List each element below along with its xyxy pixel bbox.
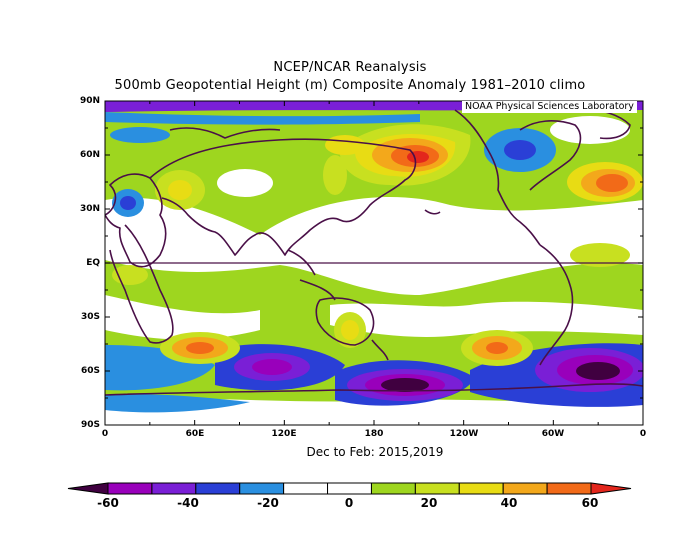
- colorbar-swatch: [195, 482, 241, 495]
- lat-label-30n: 30N: [79, 204, 100, 214]
- colorbar-arrow-high: [590, 482, 632, 495]
- lat-label-60s: 60S: [80, 366, 100, 376]
- chart-subtitle: 500mb Geopotential Height (m) Composite …: [114, 78, 586, 93]
- lon-label-180: 180: [364, 429, 384, 439]
- colorbar-swatch: [283, 482, 329, 495]
- anomaly-field: [105, 101, 643, 425]
- lat-label-90n: 90N: [79, 96, 100, 106]
- colorbar-label-40: 40: [500, 496, 518, 510]
- colorbar-arrow-low: [67, 482, 109, 495]
- colorbar-label-60: 60: [581, 496, 599, 510]
- lat-label-30s: 30S: [80, 312, 100, 322]
- colorbar-swatch: [502, 482, 548, 495]
- colorbar-swatch: [239, 482, 285, 495]
- period-label: Dec to Feb: 2015,2019: [306, 445, 444, 459]
- colorbar-swatch: [546, 482, 592, 495]
- credit-label: NOAA Physical Sciences Laboratory: [462, 101, 637, 113]
- coastlines: [105, 108, 643, 396]
- colorbar-label-minus40: -40: [177, 496, 199, 510]
- lon-label-60w: 60W: [541, 429, 565, 439]
- colorbar-swatch: [327, 482, 372, 495]
- lon-label-0-east: 0: [639, 429, 647, 439]
- lat-label-eq: EQ: [86, 258, 100, 268]
- colorbar-swatch: [370, 482, 416, 495]
- lon-label-120e: 120E: [271, 429, 297, 439]
- chart-title: NCEP/NCAR Reanalysis: [273, 60, 427, 75]
- lat-label-60n: 60N: [79, 150, 100, 160]
- colorbar-label-minus20: -20: [257, 496, 279, 510]
- colorbar-label-zero: 0: [344, 496, 354, 510]
- colorbar-swatch: [151, 482, 197, 495]
- lat-label-90s: 90S: [80, 420, 100, 430]
- colorbar-swatch: [458, 482, 504, 495]
- lon-label-120w: 120W: [449, 429, 479, 439]
- colorbar: [67, 482, 632, 495]
- colorbar-swatch: [107, 482, 153, 495]
- colorbar-label-20: 20: [420, 496, 438, 510]
- colorbar-swatch: [414, 482, 460, 495]
- lon-label-60e: 60E: [185, 429, 205, 439]
- lon-label-0-west: 0: [101, 429, 109, 439]
- colorbar-label-minus60: -60: [97, 496, 119, 510]
